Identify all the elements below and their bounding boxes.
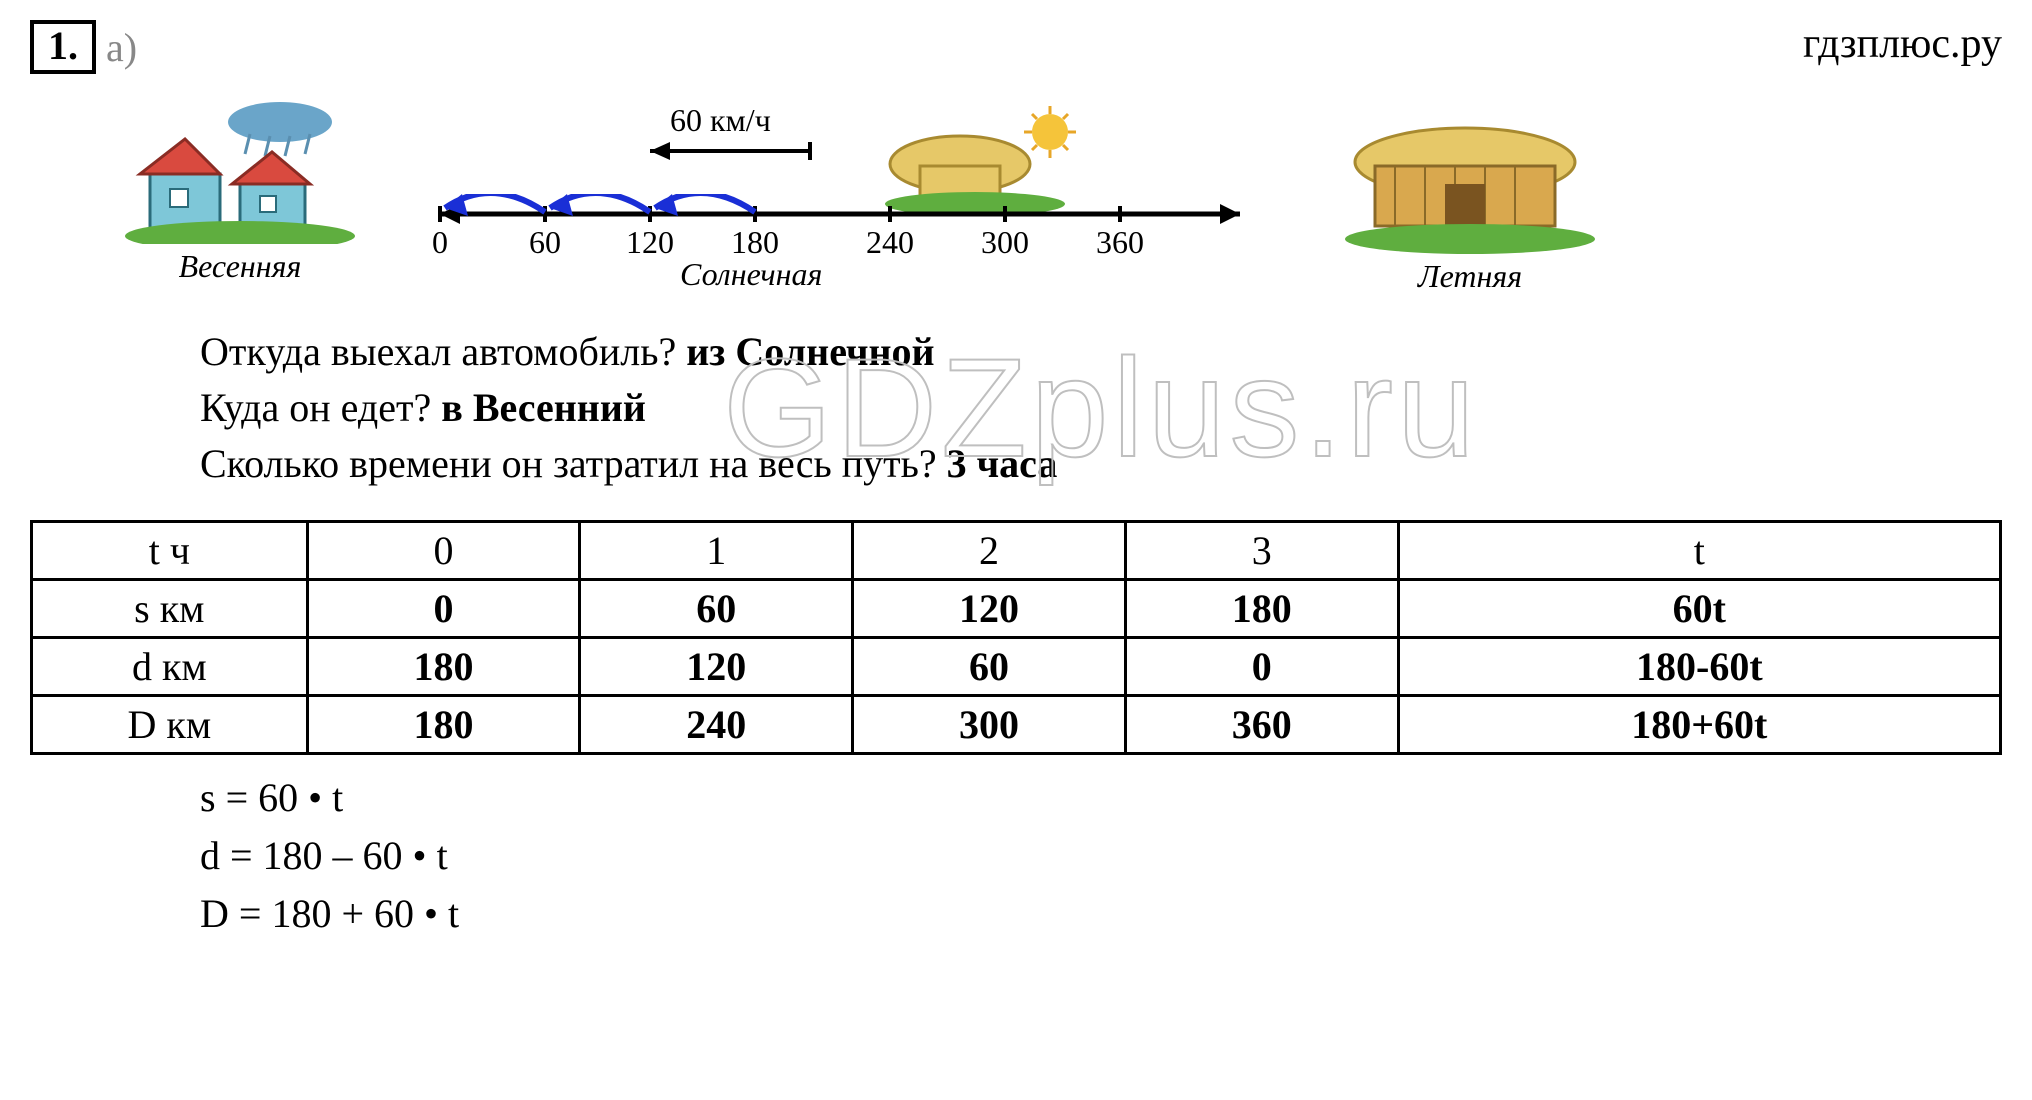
cell: 180 [307, 638, 580, 696]
cell: 120 [853, 580, 1126, 638]
cell: 3 [1125, 522, 1398, 580]
cell: 240 [580, 696, 853, 754]
table-row: d км 180 120 60 0 180-60t [32, 638, 2001, 696]
qa-line-3: Сколько времени он затратил на весь путь… [200, 436, 2002, 492]
tick-1: 60 [529, 224, 561, 261]
table-row: t ч 0 1 2 3 t [32, 522, 2001, 580]
header-row: 1. a) гдзплюс.ру [30, 20, 2002, 74]
speed-label: 60 км/ч [670, 102, 771, 139]
row-head-t: t ч [32, 522, 308, 580]
cell: 180 [307, 696, 580, 754]
village-left-icon [120, 94, 360, 244]
cell: 300 [853, 696, 1126, 754]
cell: 180 [1125, 580, 1398, 638]
qa-q2: Куда он едет? [200, 385, 441, 430]
formula-D: D = 180 + 60 • t [200, 885, 2002, 943]
table-row: s км 0 60 120 180 60t [32, 580, 2001, 638]
cell: 0 [307, 580, 580, 638]
village-mid-label: Солнечная [680, 256, 822, 293]
speed-arrow-icon [630, 136, 830, 166]
formula-d: d = 180 – 60 • t [200, 827, 2002, 885]
tick-5: 300 [981, 224, 1029, 261]
qa-a2: в Весенний [441, 385, 646, 430]
formula-s: s = 60 • t [200, 769, 2002, 827]
qa-q1: Откуда выехал автомобиль? [200, 329, 686, 374]
cell: 0 [1125, 638, 1398, 696]
cell: 1 [580, 522, 853, 580]
cell: t [1398, 522, 2000, 580]
village-left-label: Весенняя [110, 248, 370, 285]
cell: 180-60t [1398, 638, 2000, 696]
cell: 120 [580, 638, 853, 696]
tick-0: 0 [432, 224, 448, 261]
village-left: Весенняя [110, 94, 370, 285]
tick-2: 120 [626, 224, 674, 261]
qa-block: GDZplus.ru Откуда выехал автомобиль? из … [200, 324, 2002, 492]
tick-3: 180 [731, 224, 779, 261]
cell: 60 [853, 638, 1126, 696]
data-table: t ч 0 1 2 3 t s км 0 60 120 180 60t d км… [30, 520, 2002, 755]
cell: 2 [853, 522, 1126, 580]
tick-6: 360 [1096, 224, 1144, 261]
qa-line-2: Куда он едет? в Весенний [200, 380, 2002, 436]
village-right-label: Летняя [1330, 258, 1610, 295]
qa-line-1: Откуда выехал автомобиль? из Солнечной [200, 324, 2002, 380]
cell: 60t [1398, 580, 2000, 638]
problem-number-box: 1. [30, 20, 96, 74]
formulas-block: s = 60 • t d = 180 – 60 • t D = 180 + 60… [200, 769, 2002, 943]
cell: 0 [307, 522, 580, 580]
table-row: D км 180 240 300 360 180+60t [32, 696, 2001, 754]
qa-q3: Сколько времени он затратил на весь путь… [200, 441, 947, 486]
cell: 180+60t [1398, 696, 2000, 754]
village-right: Летняя [1330, 114, 1610, 295]
row-head-s: s км [32, 580, 308, 638]
row-head-d: d км [32, 638, 308, 696]
qa-a1: из Солнечной [686, 329, 934, 374]
qa-a3: 3 часа [947, 441, 1058, 486]
cell: 60 [580, 580, 853, 638]
site-tag: гдзплюс.ру [1803, 20, 2002, 68]
tick-4: 240 [866, 224, 914, 261]
road-diagram: Весенняя 60 км/ч Солнечная [110, 94, 2002, 314]
cell: 360 [1125, 696, 1398, 754]
row-head-D: D км [32, 696, 308, 754]
village-right-icon [1335, 114, 1605, 254]
problem-number: 1. a) [30, 20, 137, 74]
problem-sub-label: a) [106, 24, 137, 71]
